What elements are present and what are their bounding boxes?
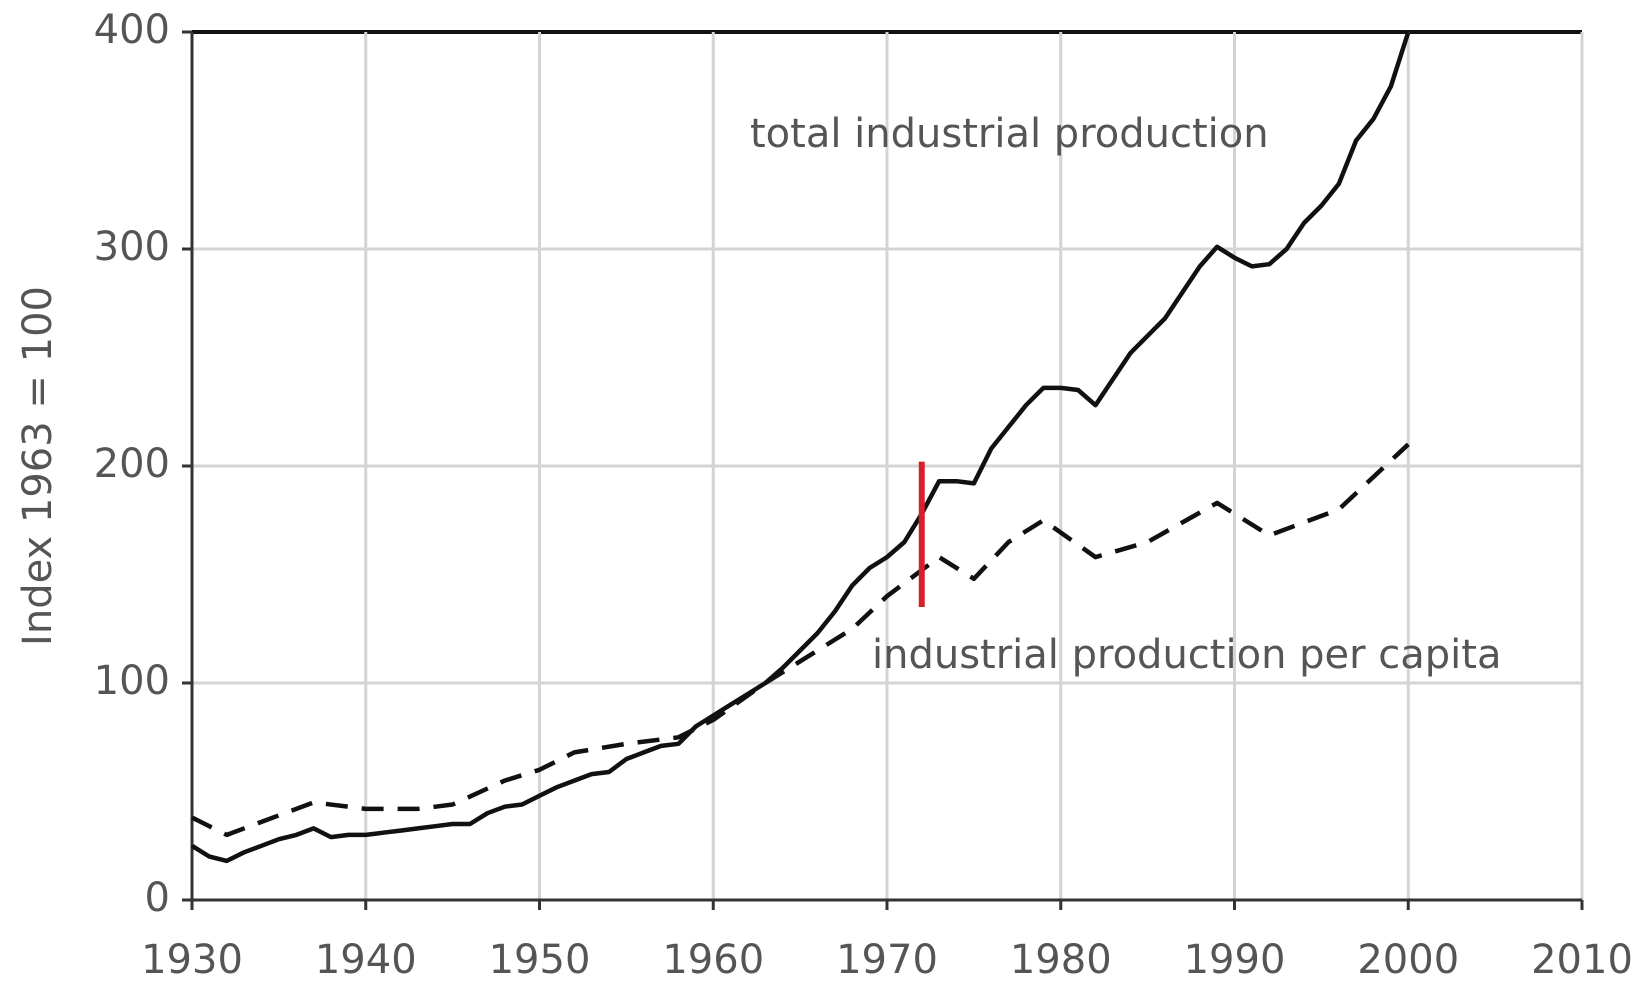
series-line bbox=[190, 442, 1410, 838]
x-tick-label: 1960 bbox=[662, 937, 764, 983]
y-tick-label: 200 bbox=[94, 441, 170, 487]
x-tick-label: 1990 bbox=[1184, 937, 1286, 983]
y-tick-label: 300 bbox=[94, 224, 170, 270]
x-tick-label: 1950 bbox=[489, 937, 591, 983]
series-label: total industrial production bbox=[750, 111, 1269, 157]
x-tick-label: 2000 bbox=[1357, 937, 1459, 983]
x-tick-label: 2010 bbox=[1531, 937, 1633, 983]
x-tick-label: 1930 bbox=[141, 937, 243, 983]
y-tick-label: 400 bbox=[94, 7, 170, 53]
y-tick-label: 100 bbox=[94, 658, 170, 704]
x-tick-label: 1980 bbox=[1010, 937, 1112, 983]
x-tick-label: 1970 bbox=[836, 937, 938, 983]
series-label: industrial production per capita bbox=[872, 632, 1502, 678]
series-line bbox=[190, 31, 1411, 864]
y-axis-label: Index 1963 = 100 bbox=[15, 286, 61, 646]
y-tick-label: 0 bbox=[145, 875, 170, 921]
x-tick-label: 1940 bbox=[315, 937, 417, 983]
